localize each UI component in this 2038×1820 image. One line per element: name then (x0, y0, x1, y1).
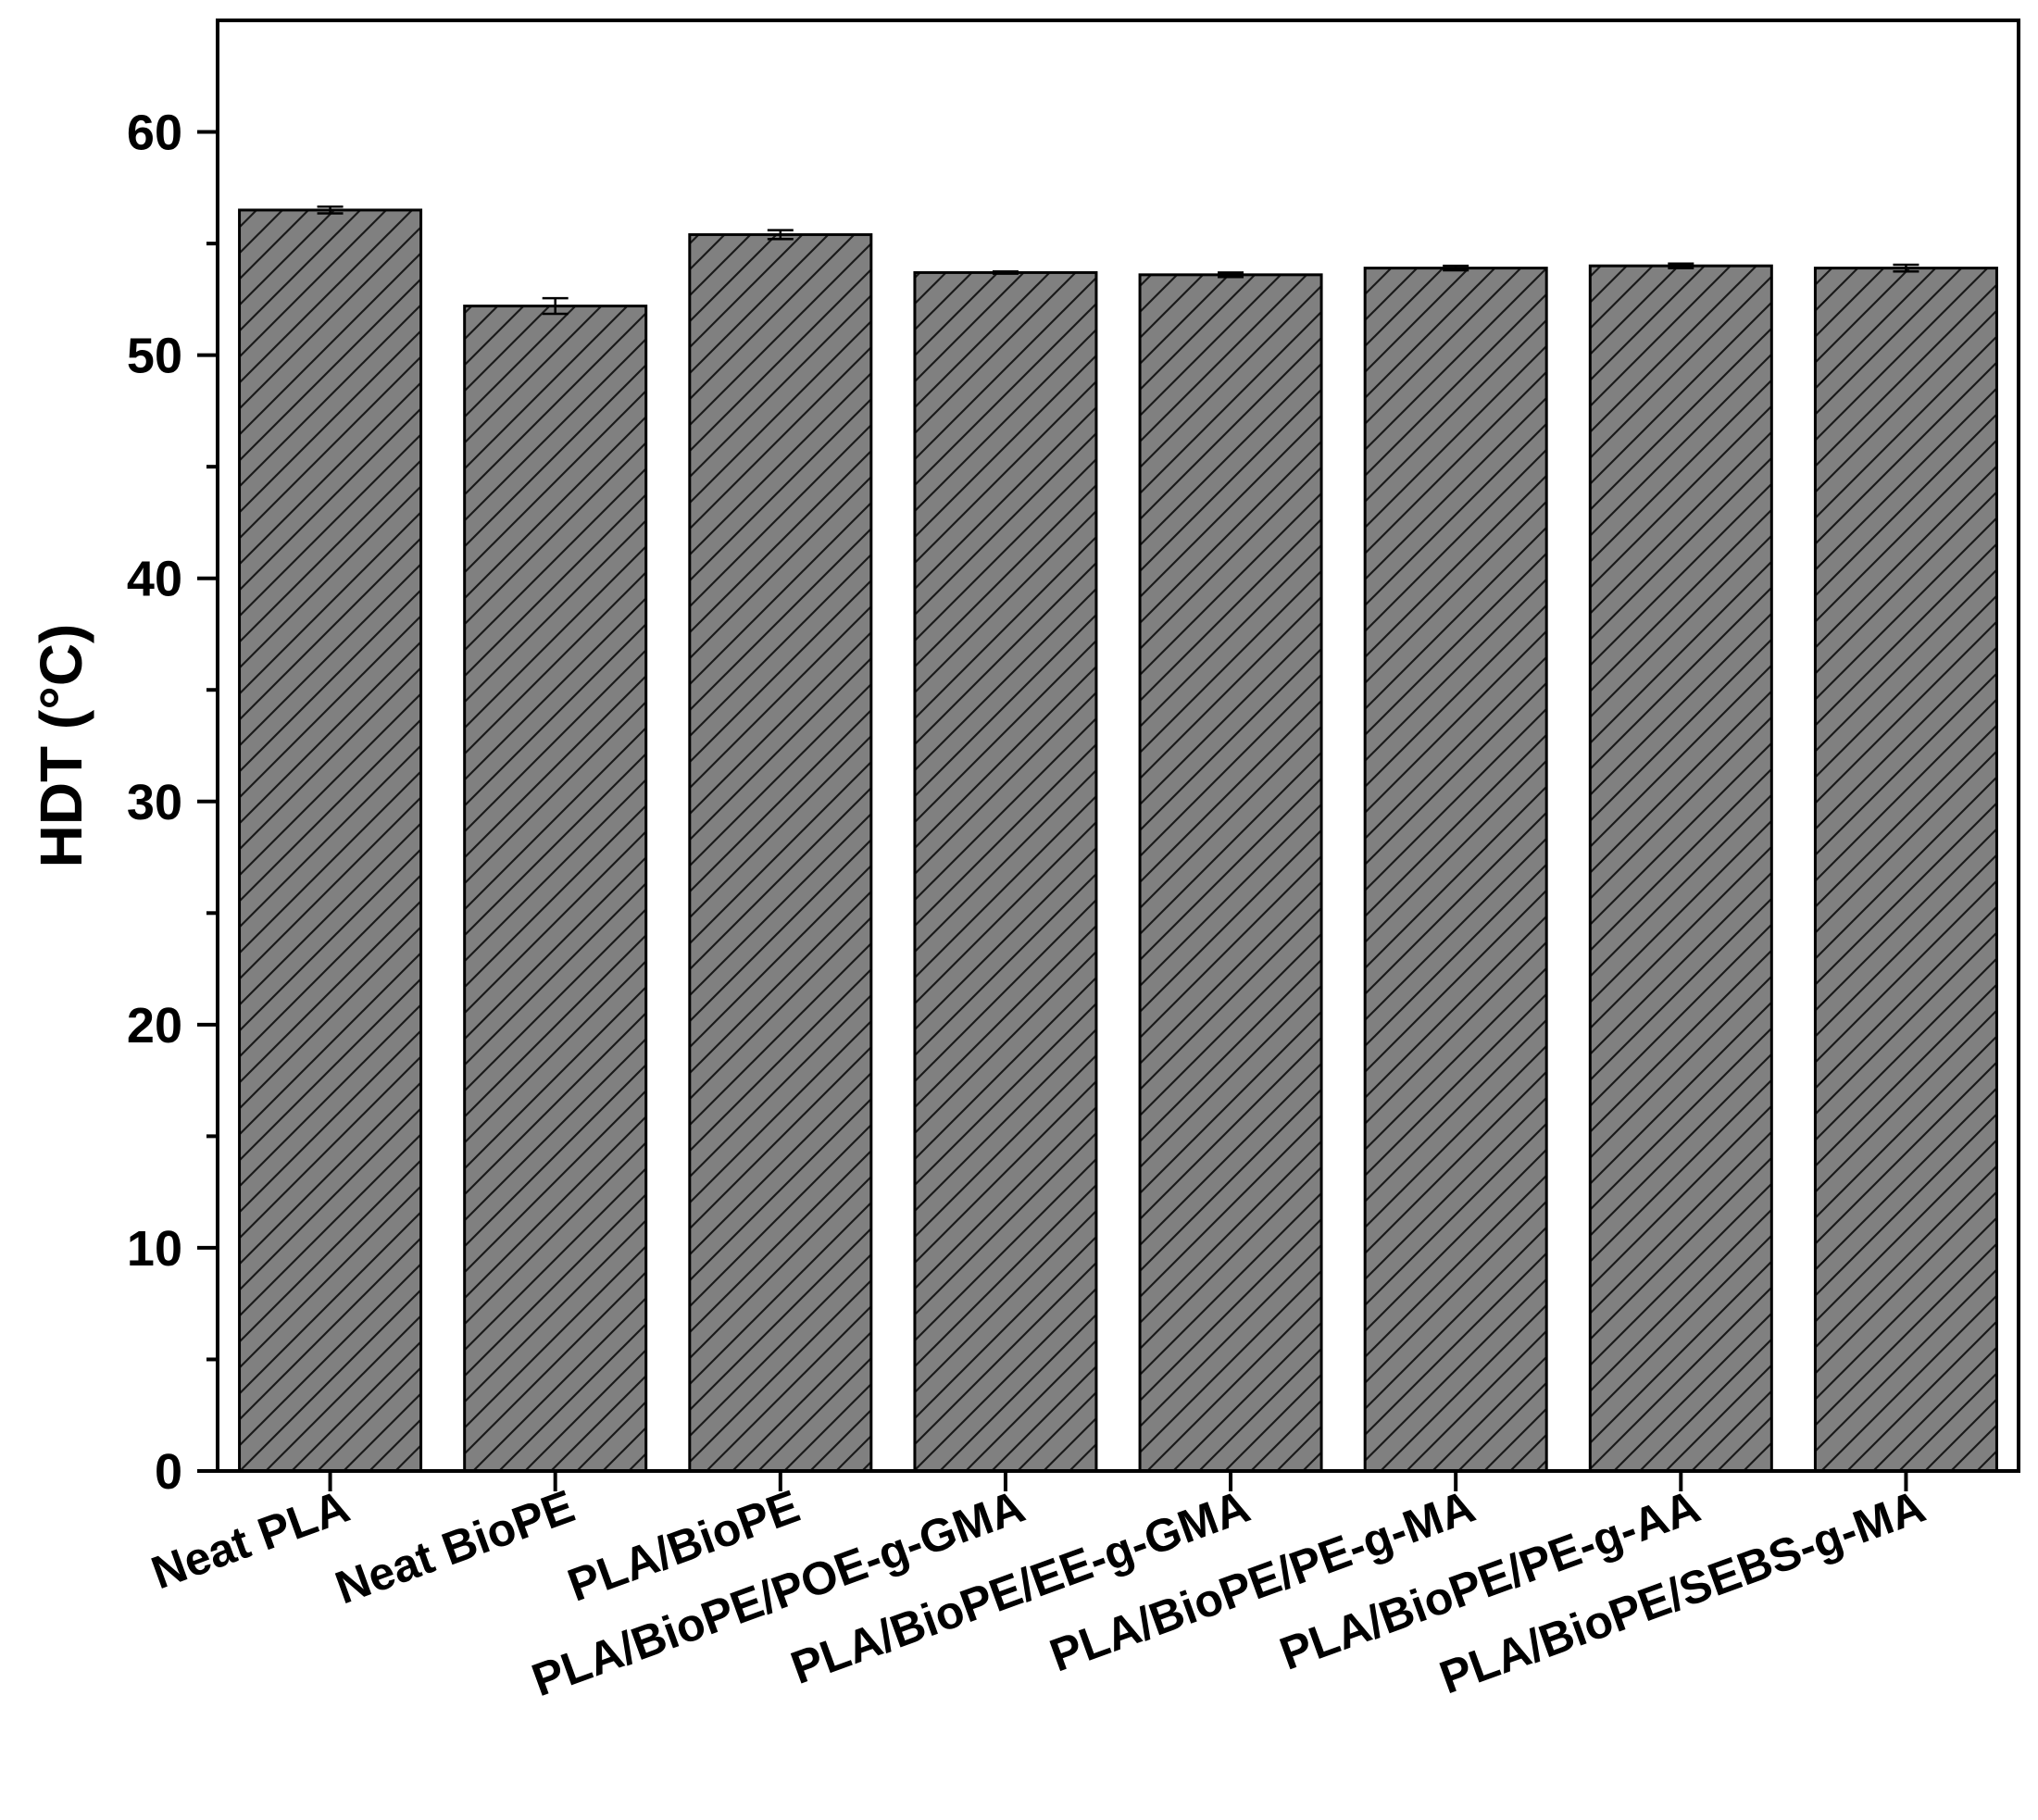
y-tick-label: 60 (127, 106, 182, 161)
bar (1588, 264, 1773, 1473)
y-tick-label: 10 (127, 1221, 182, 1277)
bar (688, 232, 873, 1473)
bars-layer (238, 208, 1998, 1473)
x-tick-label: Neat BioPE (329, 1480, 581, 1614)
y-axis: 0 10 20 30 40 50 60 (127, 106, 218, 1500)
bar (238, 208, 423, 1473)
y-tick-label: 30 (127, 775, 182, 830)
y-tick-label: 40 (127, 552, 182, 607)
error-bars-layer (317, 206, 1919, 316)
y-tick-label: 20 (127, 998, 182, 1053)
bar (1813, 267, 1998, 1473)
y-axis-label: HDT (°C) (28, 624, 94, 868)
y-tick-label: 50 (127, 329, 182, 384)
bar (1138, 273, 1323, 1473)
bar (913, 270, 1098, 1473)
bar (463, 305, 648, 1473)
y-tick-label: 0 (155, 1444, 182, 1500)
bar (1363, 267, 1548, 1473)
plot-frame (216, 19, 2020, 1473)
